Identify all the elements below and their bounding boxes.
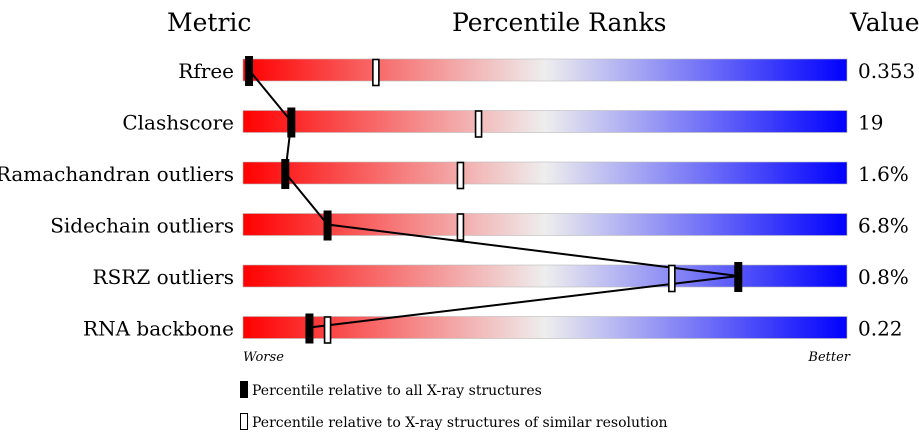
- metric-label-sidechain-outliers: Sidechain outliers: [50, 214, 234, 238]
- metric-label-rsrz-outliers: RSRZ outliers: [93, 265, 234, 289]
- metric-label-clashscore: Clashscore: [122, 111, 234, 135]
- legend-similar-resolution-label: Percentile relative to X-ray structures …: [252, 415, 668, 431]
- value-label-sidechain-outliers: 6.8%: [858, 214, 909, 238]
- percentile-bar-clashscore: [242, 110, 848, 133]
- legend-all-xray-label: Percentile relative to all X-ray structu…: [252, 383, 542, 399]
- similar-resolution-marker-clashscore: [474, 110, 483, 138]
- metric-label-rna-backbone: RNA backbone: [83, 317, 234, 341]
- similar-resolution-marker-rfree: [372, 58, 380, 87]
- percentile-bar-sidechain-outliers: [242, 213, 848, 236]
- metric-label-ramachandran-outliers: Ramachandran outliers: [0, 162, 234, 186]
- hollow-marker-legend-swatch: [240, 413, 248, 430]
- similar-resolution-marker-rna-backbone: [323, 316, 332, 344]
- all-xray-marker-rfree: [245, 56, 254, 86]
- percentile-bar-rna-backbone: [242, 316, 848, 339]
- value-label-rfree: 0.353: [858, 59, 915, 83]
- metric-column-header: Metric: [167, 8, 252, 37]
- all-xray-marker-sidechain-outliers: [323, 210, 332, 241]
- all-xray-marker-clashscore: [287, 107, 296, 138]
- all-xray-marker-ramachandran-outliers: [281, 159, 290, 189]
- value-label-rna-backbone: 0.22: [858, 317, 903, 341]
- value-label-rsrz-outliers: 0.8%: [858, 265, 909, 289]
- value-column-header: Value: [850, 8, 919, 37]
- similar-resolution-marker-sidechain-outliers: [456, 213, 465, 241]
- worse-label: Worse: [243, 350, 284, 365]
- better-label: Better: [807, 350, 850, 365]
- solid-marker-legend-swatch: [240, 381, 248, 398]
- all-xray-marker-rsrz-outliers: [734, 262, 743, 292]
- similar-resolution-marker-rsrz-outliers: [668, 264, 676, 293]
- value-label-ramachandran-outliers: 1.6%: [858, 162, 909, 186]
- metric-label-rfree: Rfree: [178, 59, 234, 83]
- legend-similar-resolution: Percentile relative to X-ray structures …: [240, 413, 668, 431]
- percentile-bar-ramachandran-outliers: [242, 161, 848, 185]
- percentile-bar-rsrz-outliers: [242, 264, 848, 288]
- percentile-ranks-header: Percentile Ranks: [452, 8, 667, 37]
- percentile-bar-rfree: [242, 58, 848, 82]
- value-label-clashscore: 19: [858, 111, 883, 135]
- legend-all-xray: Percentile relative to all X-ray structu…: [240, 381, 542, 399]
- similar-resolution-marker-ramachandran-outliers: [456, 161, 465, 190]
- all-xray-marker-rna-backbone: [305, 313, 314, 344]
- percentile-connector-line: [248, 69, 739, 329]
